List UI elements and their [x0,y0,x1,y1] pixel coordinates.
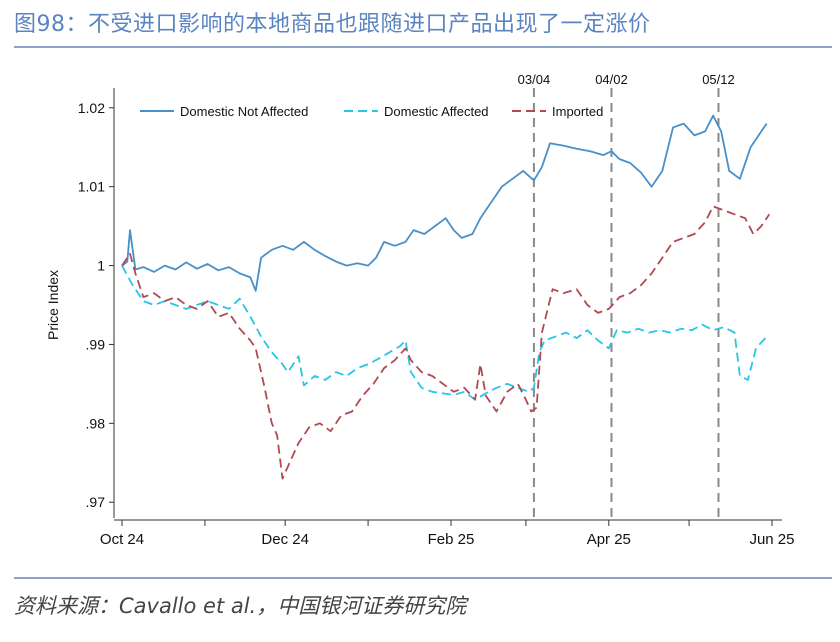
x-tick-label: Feb 25 [428,531,475,548]
event-line-label: 03/04 [518,72,551,87]
legend-label: Imported [552,104,603,119]
x-tick-label: Oct 24 [100,531,144,548]
y-axis-title: Price Index [45,270,61,340]
x-tick-label: Dec 24 [261,531,309,548]
y-tick-label: 1 [97,258,105,274]
price-index-line-chart: .97 .98 .99 1 1.01 1.02 Oct 24 Dec 24 Feb 25 Apr … [45,72,794,548]
x-tick-label: Apr 25 [587,531,631,548]
series-layer [121,114,771,480]
x-tick-label: Jun 25 [749,531,794,548]
source-note: 资料来源：Cavallo et al.，中国银河证券研究院 [14,594,467,618]
title-divider [14,46,832,48]
legend-label: Domestic Affected [384,104,489,119]
y-tick-label: 1.01 [78,179,105,195]
y-tick-label: .99 [86,336,106,352]
y-tick-label: .97 [86,494,106,510]
y-tick-label: 1.02 [78,100,105,116]
figure-title: 图98：不受进口影响的本地商品也跟随进口产品出现了一定涨价 [14,12,651,37]
axes-layer: .97 .98 .99 1 1.01 1.02 Oct 24 Dec 24 Feb 25 Apr … [45,88,794,548]
event-line-label: 04/02 [595,72,628,87]
event-lines-layer: 03/04 04/02 05/12 [518,72,735,520]
event-line-label: 05/12 [702,72,735,87]
legend-label: Domestic Not Affected [180,104,308,119]
y-tick-label: .98 [86,415,106,431]
series-line-domestic-not-affected [121,114,768,292]
series-line-imported [121,205,771,480]
series-line-domestic-affected [121,265,768,401]
source-divider [14,577,832,579]
legend: Domestic Not Affected Domestic Affected Im… [140,104,603,119]
